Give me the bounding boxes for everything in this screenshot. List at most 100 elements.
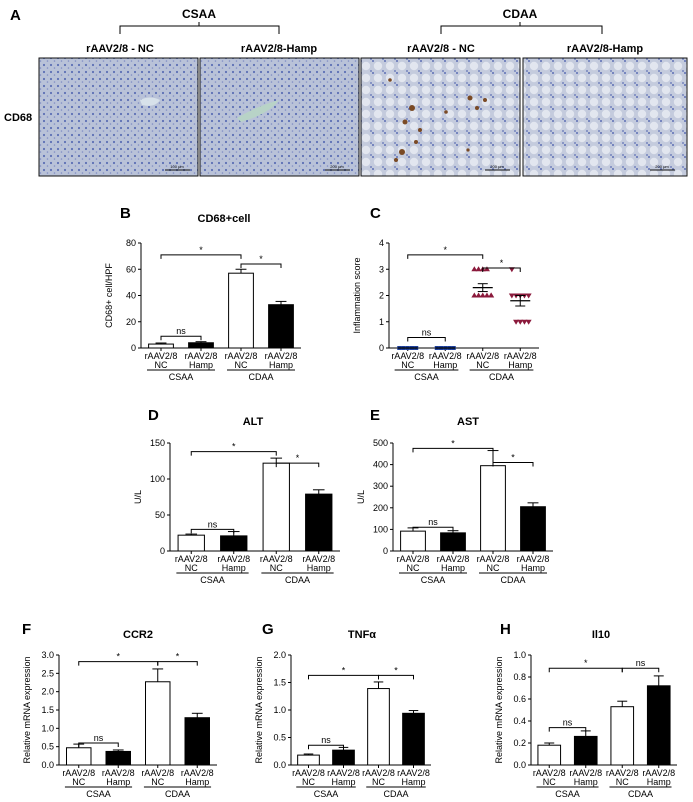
- significance-label: *: [443, 245, 447, 255]
- data-point: [508, 293, 515, 299]
- chart-g: G TNFα 0.0 0.5 1.0 1.5 2.0 Relative mRNA expres…: [254, 621, 431, 799]
- bar: [402, 712, 425, 766]
- x-tick-label: rAAV2/8: [185, 351, 218, 361]
- x-tick-label: Hamp: [441, 563, 465, 573]
- chart-title: CD68+cell: [198, 213, 251, 225]
- significance-bracket: [160, 254, 242, 259]
- group-label: CSAA: [169, 372, 194, 382]
- image-title-4: rAAV2/8-Hamp: [567, 43, 643, 55]
- x-tick-label: Hamp: [401, 777, 425, 787]
- x-tick-label: rAAV2/8: [302, 554, 335, 564]
- chart-b: B CD68+cell 0 20 40 60 80 CD68+ cell/HPF rAAV2/8…: [104, 205, 301, 382]
- bar: [610, 706, 635, 766]
- data-point: [483, 266, 490, 272]
- bar: [148, 343, 174, 349]
- x-tick-label: NC: [543, 777, 556, 787]
- significance-bracket: [308, 674, 379, 680]
- group-label: CDAA: [248, 372, 273, 382]
- panel-letter: B: [120, 205, 131, 222]
- group-label: CDAA: [383, 789, 408, 799]
- x-tick-label: rAAV2/8: [477, 554, 510, 564]
- panel-letter: G: [262, 621, 274, 638]
- x-tick-label: rAAV2/8: [569, 768, 602, 778]
- x-tick-label: Hamp: [521, 563, 545, 573]
- y-tick-label: 1.5: [273, 678, 286, 688]
- significance-bracket: [240, 263, 282, 268]
- x-tick-label: rAAV2/8: [181, 768, 214, 778]
- data-point: [508, 267, 515, 273]
- significance-label: *: [451, 438, 455, 448]
- y-tick-label: 150: [150, 438, 165, 448]
- x-tick-label: NC: [487, 563, 500, 573]
- x-tick-label: rAAV2/8: [292, 768, 325, 778]
- data-point: [471, 266, 478, 272]
- significance-label: *: [500, 258, 504, 268]
- data-point: [471, 292, 478, 298]
- bar: [262, 462, 290, 552]
- significance-bracket: [407, 337, 446, 342]
- x-tick-label: NC: [72, 777, 85, 787]
- y-tick-label: 40: [126, 291, 136, 301]
- x-tick-label: Hamp: [106, 777, 130, 787]
- significance-label: ns: [636, 658, 646, 668]
- y-tick-label: 1.0: [41, 723, 54, 733]
- y-tick-label: 0.5: [273, 733, 286, 743]
- y-tick-label: 1.0: [273, 705, 286, 715]
- x-tick-label: rAAV2/8: [225, 351, 258, 361]
- y-axis-label: Relative mRNA expression: [22, 656, 32, 763]
- bar: [367, 688, 390, 766]
- x-tick-label: NC: [155, 360, 168, 370]
- significance-bracket: [160, 335, 202, 341]
- x-tick-label: rAAV2/8: [437, 554, 470, 564]
- significance-bracket: [412, 526, 454, 532]
- y-axis-label: U/L: [356, 490, 366, 504]
- significance-label: ns: [321, 735, 331, 745]
- x-tick-label: rAAV2/8: [265, 351, 298, 361]
- y-tick-label: 0.8: [513, 672, 526, 682]
- y-tick-label: 60: [126, 264, 136, 274]
- x-tick-label: rAAV2/8: [141, 768, 174, 778]
- bar: [268, 304, 294, 349]
- x-tick-label: rAAV2/8: [145, 351, 178, 361]
- x-tick-label: NC: [372, 777, 385, 787]
- scale-bar-label-3: 200 μm: [490, 164, 504, 169]
- significance-bracket: [78, 742, 119, 747]
- group-label: CSAA: [86, 789, 111, 799]
- significance-label: ns: [563, 718, 573, 728]
- cd68-positive-cells: [388, 78, 487, 162]
- y-tick-label: 2: [379, 291, 384, 301]
- data-point: [475, 266, 482, 272]
- y-tick-label: 2.0: [41, 687, 54, 697]
- x-tick-label: NC: [407, 563, 420, 573]
- x-tick-label: rAAV2/8: [606, 768, 639, 778]
- panel-letter: F: [22, 621, 31, 638]
- x-tick-label: rAAV2/8: [642, 768, 675, 778]
- significance-label: ns: [208, 519, 218, 529]
- bar: [332, 749, 355, 766]
- y-tick-label: 0: [160, 546, 165, 556]
- bar: [646, 685, 671, 766]
- bar: [105, 750, 131, 766]
- y-tick-label: 400: [373, 460, 388, 470]
- data-point: [517, 319, 524, 325]
- x-tick-label: rAAV2/8: [391, 351, 424, 361]
- x-tick-label: Hamp: [433, 360, 457, 370]
- group-label: CSAA: [414, 372, 439, 382]
- x-tick-label: NC: [270, 563, 283, 573]
- significance-label: ns: [428, 517, 438, 527]
- significance-bracket: [412, 447, 494, 453]
- significance-bracket: [190, 451, 277, 456]
- micrograph-4: 200 μm: [522, 57, 688, 177]
- x-tick-label: rAAV2/8: [517, 554, 550, 564]
- x-tick-label: Hamp: [331, 777, 355, 787]
- group-label: CSAA: [421, 575, 446, 585]
- y-tick-label: 300: [373, 481, 388, 491]
- chart-title: Il10: [592, 629, 610, 641]
- y-tick-label: 4: [379, 238, 384, 248]
- x-tick-label: rAAV2/8: [327, 768, 360, 778]
- x-tick-label: NC: [401, 360, 414, 370]
- significance-bracket: [548, 727, 587, 732]
- panel-letter-a: A: [10, 7, 21, 24]
- significance-label: ns: [94, 733, 104, 743]
- x-tick-label: rAAV2/8: [504, 351, 537, 361]
